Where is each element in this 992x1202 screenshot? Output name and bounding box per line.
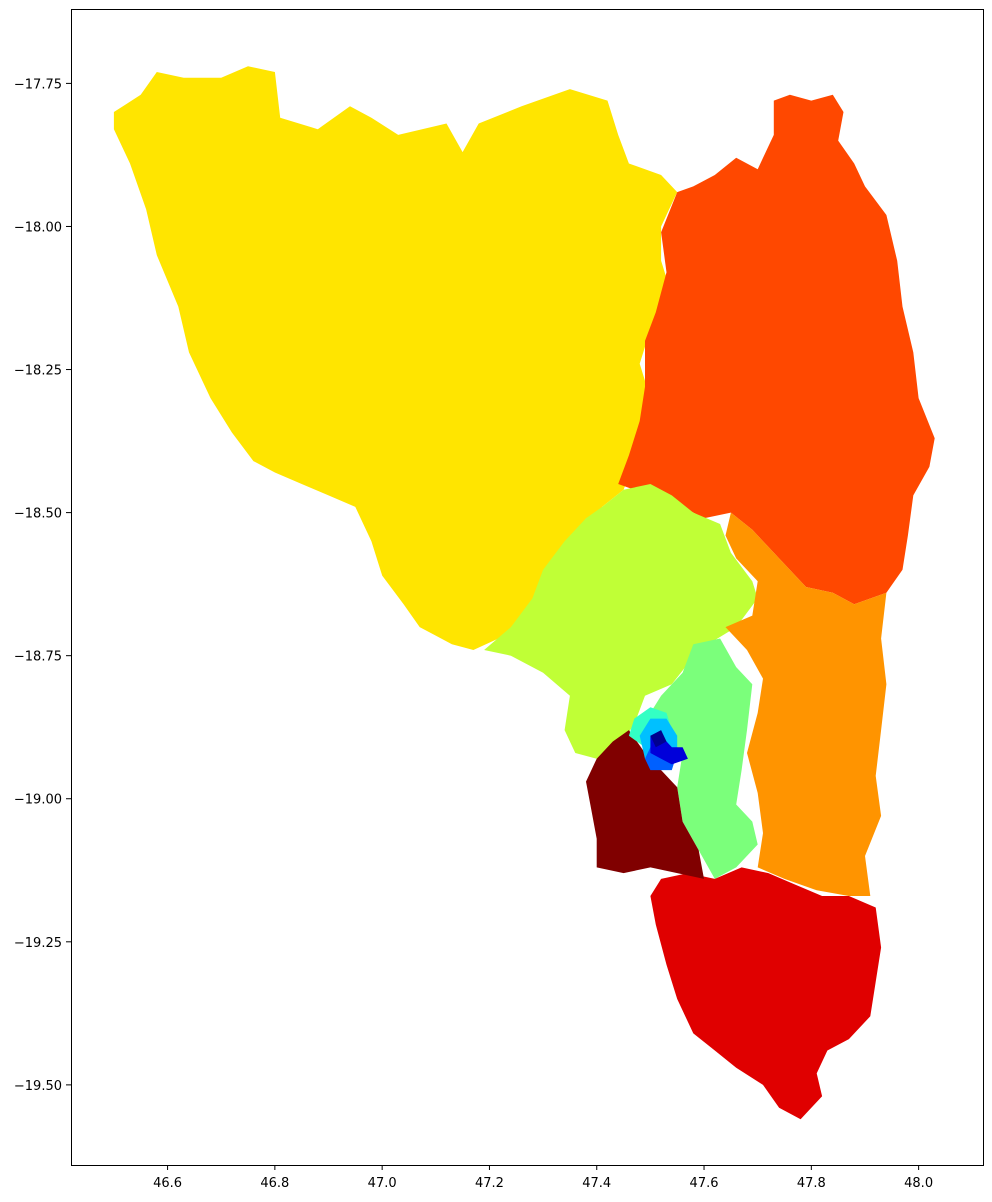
x-tick-label: 47.6 <box>690 1176 719 1191</box>
x-tick-label: 47.4 <box>582 1176 611 1191</box>
regions-layer <box>113 66 935 1120</box>
region-southwest <box>586 730 704 879</box>
x-tick-label: 46.6 <box>153 1176 182 1191</box>
y-tick-label: −19.25 <box>14 936 62 951</box>
y-tick-label: −18.75 <box>14 650 62 665</box>
x-tick-label: 47.0 <box>368 1176 397 1191</box>
y-tick-label: −19.00 <box>14 793 62 808</box>
region-city-center <box>650 730 667 748</box>
y-tick-label: −18.00 <box>14 220 62 235</box>
y-tick-label: −17.75 <box>14 77 62 92</box>
y-tick-label: −18.25 <box>14 364 62 379</box>
y-tick-label: −18.50 <box>14 507 62 522</box>
region-northeast <box>618 94 935 605</box>
region-center-north <box>484 484 758 759</box>
axes-frame <box>71 9 984 1166</box>
region-east-central <box>725 512 887 896</box>
region-northwest <box>113 66 678 650</box>
x-axis: 46.6 46.8 47.0 47.2 47.4 47.6 47.8 48.0 <box>153 1165 933 1191</box>
region-south <box>650 867 882 1120</box>
x-tick-label: 46.8 <box>260 1176 289 1191</box>
x-tick-label: 48.0 <box>904 1176 933 1191</box>
x-tick-label: 47.2 <box>475 1176 504 1191</box>
region-center-east <box>650 638 758 879</box>
y-tick-label: −19.50 <box>14 1079 62 1094</box>
y-axis: −17.75 −18.00 −18.25 −18.50 −18.75 −19.00 −19.… <box>14 77 71 1094</box>
x-tick-label: 47.8 <box>797 1176 826 1191</box>
